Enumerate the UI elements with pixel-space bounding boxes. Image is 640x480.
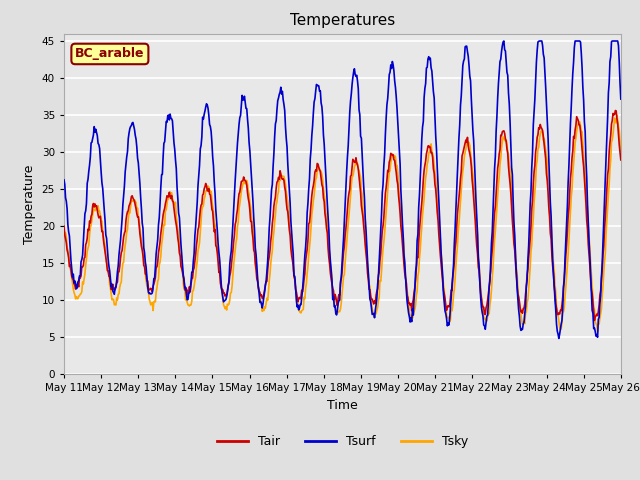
Tsky <box>127 197 135 203</box>
Tsurf <box>555 336 563 341</box>
Title: Temperatures: Temperatures <box>290 13 395 28</box>
Tair <box>617 157 625 163</box>
Tair <box>410 290 418 296</box>
Tair <box>60 223 68 229</box>
Line: Tsurf: Tsurf <box>64 41 621 338</box>
Tsurf <box>426 55 434 61</box>
Tsurf <box>184 297 192 302</box>
Line: Tsky: Tsky <box>64 115 621 332</box>
Tsurf <box>410 296 418 302</box>
Tair <box>591 317 598 323</box>
Tsky <box>70 290 78 296</box>
Tsurf <box>60 177 68 183</box>
Y-axis label: Temperature: Temperature <box>23 164 36 244</box>
Tair <box>426 144 434 150</box>
Tsky <box>594 329 602 335</box>
Tair <box>70 281 78 287</box>
Tsky <box>60 228 68 234</box>
Tsurf <box>70 280 78 286</box>
Tsky <box>214 246 221 252</box>
Tsurf <box>500 38 508 44</box>
Tsurf <box>214 228 221 234</box>
Line: Tair: Tair <box>64 110 621 320</box>
Tair <box>127 194 135 200</box>
Tair <box>214 251 221 256</box>
Tsky <box>410 310 418 315</box>
X-axis label: Time: Time <box>327 399 358 412</box>
Tsky <box>613 112 621 118</box>
Tsky <box>426 146 434 152</box>
Tsky <box>184 302 192 308</box>
Tsurf <box>617 96 625 102</box>
Text: BC_arable: BC_arable <box>75 48 145 60</box>
Tair <box>612 108 620 113</box>
Tair <box>184 292 192 298</box>
Legend: Tair, Tsurf, Tsky: Tair, Tsurf, Tsky <box>212 431 473 453</box>
Tsurf <box>127 123 135 129</box>
Tsky <box>617 148 625 154</box>
